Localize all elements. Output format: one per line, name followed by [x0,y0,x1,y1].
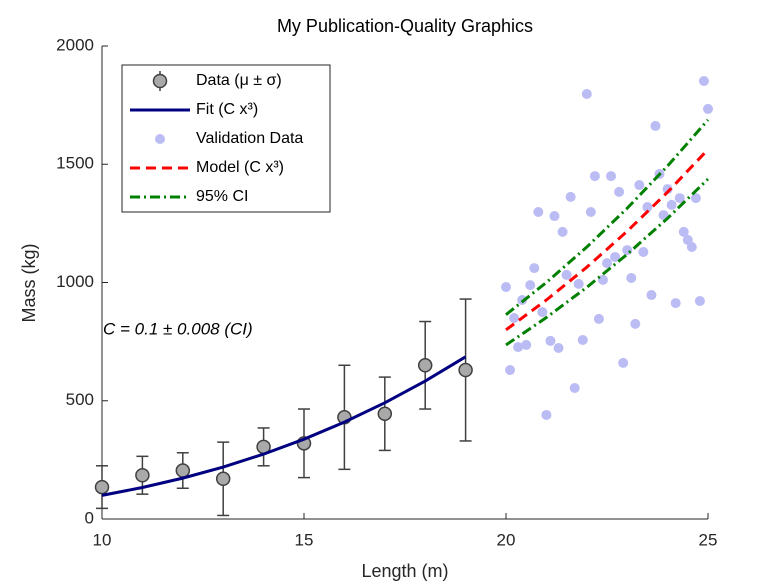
scatter-point [650,120,661,131]
x-tick-label: 20 [497,530,516,549]
scatter-point [606,171,617,182]
scatter-point [638,246,649,257]
legend-label: Fit (C x³) [196,101,258,118]
scatter-point [597,274,608,285]
scatter-point [686,242,697,253]
scatter-point [501,281,511,292]
scatter-point [690,193,701,204]
legend-label: Data (μ ± σ) [196,72,282,89]
line [505,148,710,332]
chart-title: My Publication-Quality Graphics [277,16,533,36]
scatter-point [670,298,681,309]
legend-swatch [152,73,168,89]
data-point [215,471,231,487]
scatter-point [622,245,633,256]
scatter-point [634,180,645,191]
scatter-point [630,318,641,329]
scatter-point [561,269,572,280]
line [101,355,467,497]
scatter-point [626,273,637,284]
scatter-point [541,409,552,420]
scatter-point [593,313,604,324]
data-point [175,463,191,478]
scatter-point [529,263,540,274]
scatter-point [533,207,544,218]
legend-label: Model (C x³) [196,159,284,176]
scatter-point [646,290,657,301]
scatter-point [618,357,629,368]
y-axis-label: Mass (kg) [19,243,39,322]
scatter-point [537,307,548,318]
x-tick-label: 10 [93,530,112,549]
data-point [417,358,433,373]
x-tick-label: 15 [295,530,314,549]
x-axis-label: Length (m) [361,561,448,581]
y-tick-label: 2000 [56,35,94,54]
scatter-point [577,334,588,345]
scatter-point [666,199,677,210]
y-tick-label: 1500 [56,154,94,173]
data-point [377,406,393,422]
x-tick-label: 25 [699,530,718,549]
scatter-point [549,211,560,222]
scatter-point [545,335,556,346]
y-tick-label: 0 [85,508,94,527]
scatter-point [694,295,705,306]
scatter-point [610,251,621,262]
legend-swatch [155,134,165,144]
legend-label: Validation Data [196,130,303,147]
y-tick-label: 500 [66,390,94,409]
scatter-point [674,193,685,204]
data-point [135,467,150,483]
ci-lower [505,177,710,347]
scatter-point [509,312,520,323]
scatter-point [581,89,592,100]
scatter-point [553,343,564,354]
scatter-point [521,339,532,350]
scatter-point [678,226,689,237]
scatter-point [589,171,600,182]
scatter-point [525,280,536,291]
scatter-point [513,342,524,353]
y-tick-label: 1000 [56,272,94,291]
data-point [94,479,110,495]
scatter-point [642,202,653,213]
annotation: C = 0.1 ± 0.008 (CI) [103,319,253,338]
scatter-point [505,365,516,376]
scatter-point [703,103,713,114]
data-point [458,362,473,378]
scatter-point [565,191,576,202]
scatter-point [569,382,580,393]
scatter-point [698,76,709,87]
scatter-point [585,207,596,218]
scatter-point [557,226,568,237]
scatter-point [573,278,584,289]
scatter-point [602,258,612,269]
scatter-point [614,186,625,197]
ci-upper [505,118,710,316]
legend-label: 95% CI [196,188,248,205]
